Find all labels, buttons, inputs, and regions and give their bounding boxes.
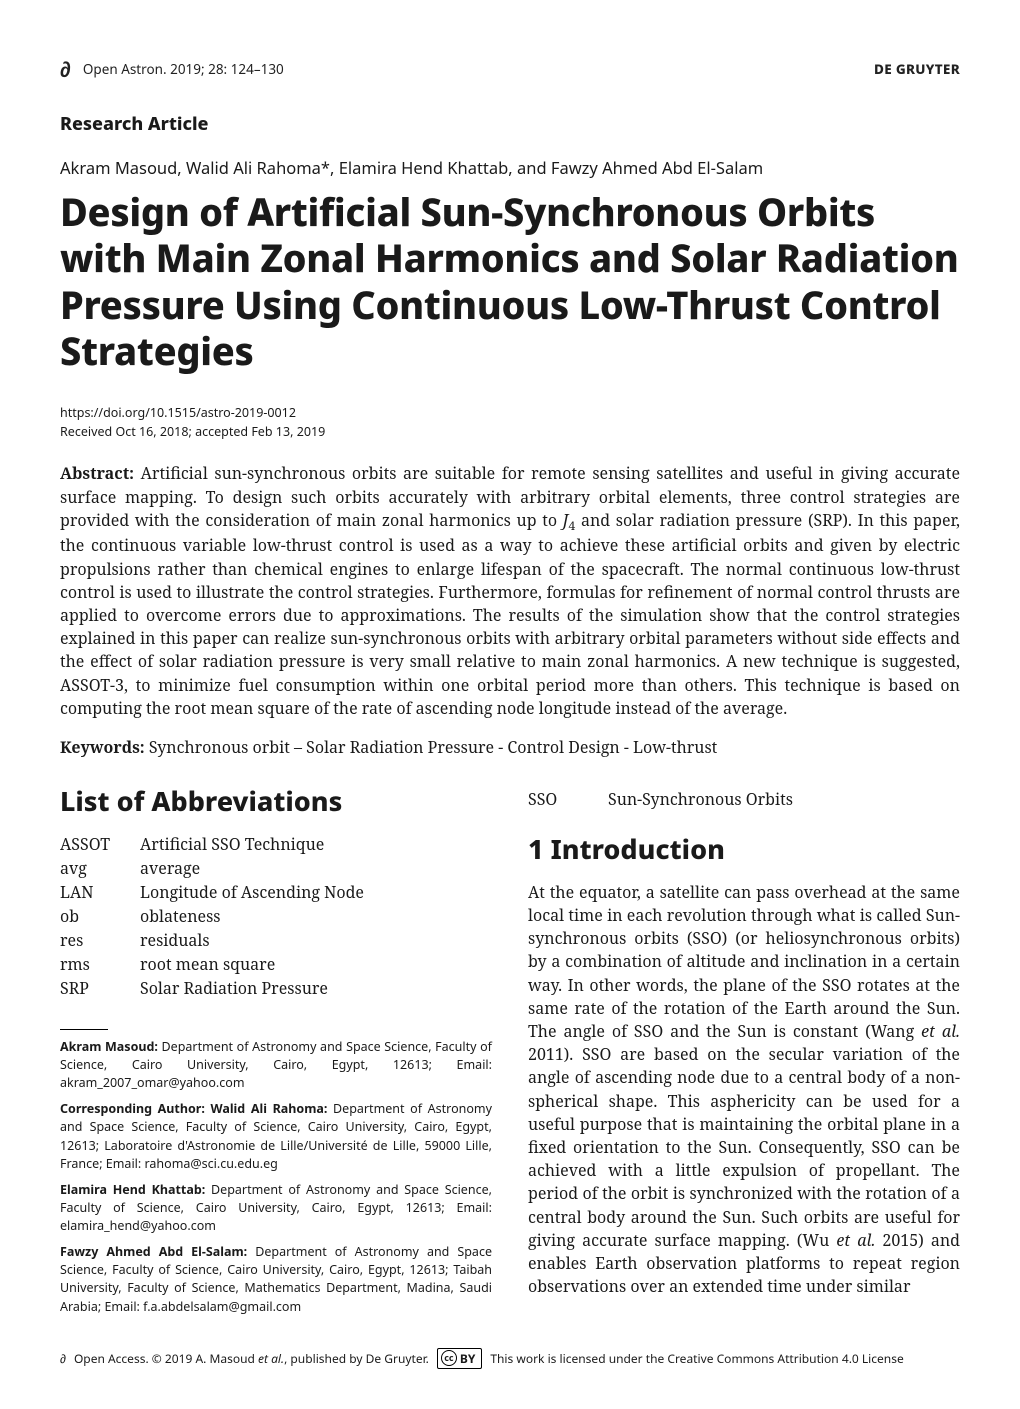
affiliation: Akram Masoud: Department of Astronomy an… xyxy=(60,1038,492,1092)
abbr-value: average xyxy=(140,857,492,881)
table-row: avg average xyxy=(60,857,492,881)
abbr-key: ASSOT xyxy=(60,833,140,857)
introduction-heading: 1 Introduction xyxy=(528,830,960,867)
page: ∂ Open Astron. 2019; 28: 124–130 DE GRUY… xyxy=(0,0,1020,1409)
top-bar: ∂ Open Astron. 2019; 28: 124–130 DE GRUY… xyxy=(60,54,960,84)
footer: ∂ Open Access. © 2019 A. Masoud et al., … xyxy=(60,1348,960,1369)
abbr-key: SRP xyxy=(60,977,140,1001)
footer-pre: Open Access. © 2019 A. Masoud xyxy=(74,1350,258,1367)
affiliation-name: Elamira Hend Khattab: xyxy=(60,1181,205,1198)
intro-text: 2011). SSO are based on the secular vari… xyxy=(528,1043,960,1251)
table-row: ob oblateness xyxy=(60,905,492,929)
journal-reference: Open Astron. 2019; 28: 124–130 xyxy=(83,60,284,78)
keywords: Keywords: Synchronous orbit – Solar Radi… xyxy=(60,736,960,758)
abbr-value: oblateness xyxy=(140,905,492,929)
abbr-key: res xyxy=(60,929,140,953)
affiliation-name: Corresponding Author: Walid Ali Rahoma: xyxy=(60,1100,327,1117)
table-row: ASSOT Artificial SSO Technique xyxy=(60,833,492,857)
authors-line: Akram Masoud, Walid Ali Rahoma*, Elamira… xyxy=(60,156,960,179)
affiliation-name: Fawzy Ahmed Abd El-Salam: xyxy=(60,1243,247,1260)
right-column: SSO Sun-Synchronous Orbits 1 Introductio… xyxy=(528,772,960,1324)
abbr-value: Solar Radiation Pressure xyxy=(140,977,492,1001)
sso-abbr-row: SSO Sun-Synchronous Orbits xyxy=(528,788,960,810)
abstract: Abstract: Artificial sun-synchronous orb… xyxy=(60,462,960,719)
abbr-value: residuals xyxy=(140,929,492,953)
cc-by-badge-icon: cc BY xyxy=(437,1348,483,1369)
abbr-key: rms xyxy=(60,953,140,977)
footer-mid: , published by De Gruyter. xyxy=(284,1350,429,1367)
cc-circle-icon: cc xyxy=(441,1350,457,1366)
et-al: et al. xyxy=(921,1020,960,1042)
intro-text: At the equator, a satellite can pass ove… xyxy=(528,881,960,1042)
article-title: Design of Artificial Sun-Synchronous Orb… xyxy=(60,189,960,374)
footer-license-text: This work is licensed under the Creative… xyxy=(490,1350,903,1367)
abbr-key: ob xyxy=(60,905,140,929)
abbr-value: Artificial SSO Technique xyxy=(140,833,492,857)
affiliation: Elamira Hend Khattab: Department of Astr… xyxy=(60,1181,492,1235)
affiliation-rule xyxy=(60,1029,108,1030)
abbr-value: Sun-Synchronous Orbits xyxy=(608,788,793,810)
table-row: LAN Longitude of Ascending Node xyxy=(60,881,492,905)
received-accepted: Received Oct 16, 2018; accepted Feb 13, … xyxy=(60,423,960,440)
open-access-icon: ∂ xyxy=(60,1350,66,1367)
et-al: et al. xyxy=(258,1350,284,1367)
abbr-value: root mean square xyxy=(140,953,492,977)
table-row: rms root mean square xyxy=(60,953,492,977)
table-row: SRP Solar Radiation Pressure xyxy=(60,977,492,1001)
publisher-name: DE GRUYTER xyxy=(874,60,960,78)
abbr-value: Longitude of Ascending Node xyxy=(140,881,492,905)
abbr-key: LAN xyxy=(60,881,140,905)
affiliation-name: Akram Masoud: xyxy=(60,1038,158,1055)
abbreviations-table: ASSOT Artificial SSO Technique avg avera… xyxy=(60,833,492,1001)
keywords-label: Keywords: xyxy=(60,736,145,758)
affiliation: Corresponding Author: Walid Ali Rahoma: … xyxy=(60,1100,492,1173)
abbr-key: avg xyxy=(60,857,140,881)
abstract-label: Abstract: xyxy=(60,462,134,484)
abbr-key: SSO xyxy=(528,788,608,810)
article-type: Research Article xyxy=(60,112,960,136)
open-access-icon: ∂ xyxy=(60,54,71,84)
et-al: et al. xyxy=(836,1229,875,1251)
abstract-text-post: and solar radiation pressure (SRP). In t… xyxy=(60,509,960,719)
keywords-text: Synchronous orbit – Solar Radiation Pres… xyxy=(145,736,718,758)
top-bar-left: ∂ Open Astron. 2019; 28: 124–130 xyxy=(60,54,284,84)
left-column: List of Abbreviations ASSOT Artificial S… xyxy=(60,772,492,1324)
two-column-area: List of Abbreviations ASSOT Artificial S… xyxy=(60,772,960,1324)
footer-text: Open Access. © 2019 A. Masoud et al., pu… xyxy=(74,1350,429,1367)
table-row: res residuals xyxy=(60,929,492,953)
doi-link[interactable]: https://doi.org/10.1515/astro-2019-0012 xyxy=(60,404,960,421)
introduction-body: At the equator, a satellite can pass ove… xyxy=(528,881,960,1298)
affiliation: Fawzy Ahmed Abd El-Salam: Department of … xyxy=(60,1243,492,1316)
cc-by-text: BY xyxy=(460,1350,476,1367)
abbreviations-heading: List of Abbreviations xyxy=(60,782,492,819)
